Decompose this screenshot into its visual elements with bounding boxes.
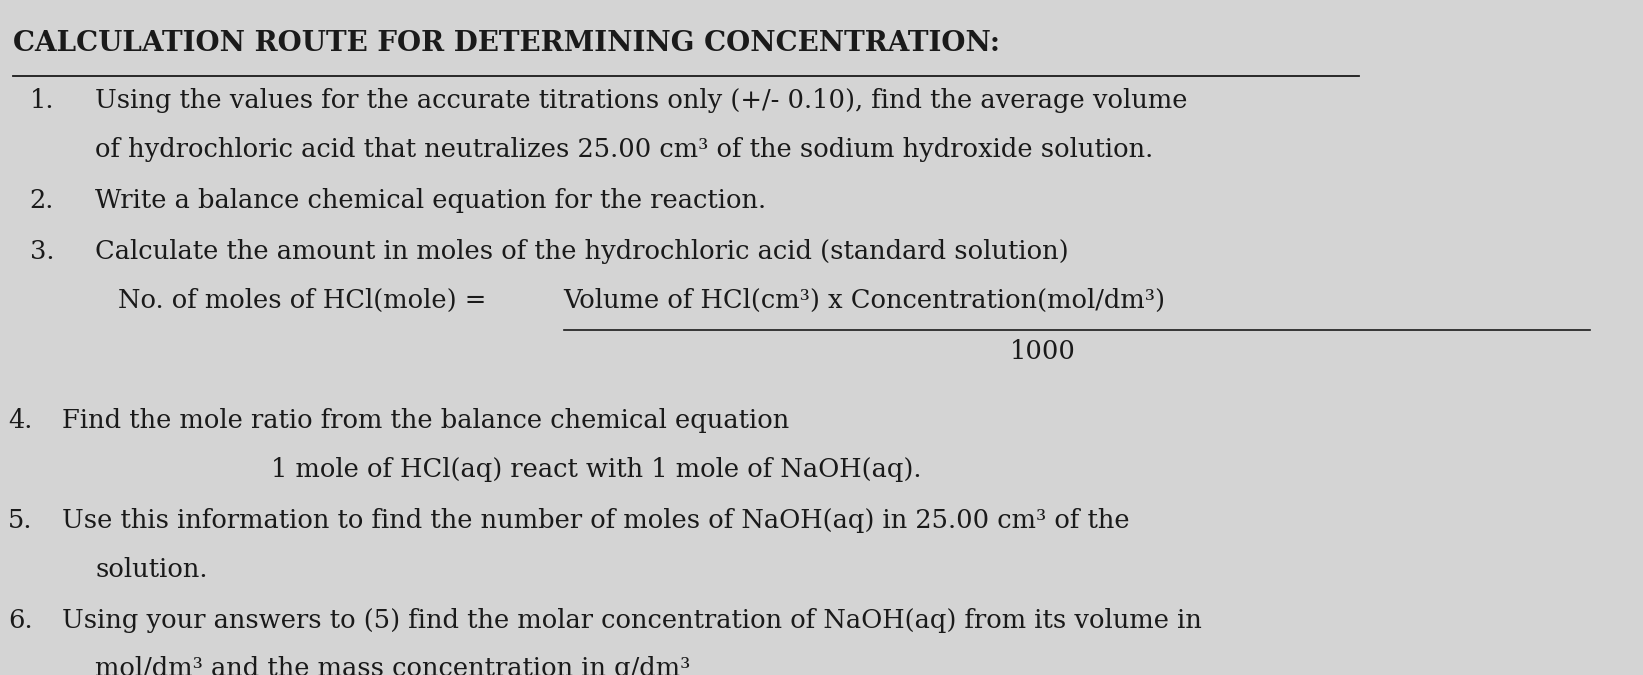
- Text: 1.: 1.: [30, 88, 54, 113]
- Text: 1 mole of HCl(aq) react with 1 mole of NaOH(aq).: 1 mole of HCl(aq) react with 1 mole of N…: [271, 457, 922, 482]
- Text: Find the mole ratio from the balance chemical equation: Find the mole ratio from the balance che…: [62, 408, 790, 433]
- Text: Calculate the amount in moles of the hydrochloric acid (standard solution): Calculate the amount in moles of the hyd…: [95, 239, 1070, 264]
- Text: mol/dm³ and the mass concentration in g/dm³: mol/dm³ and the mass concentration in g/…: [95, 656, 690, 675]
- Text: 6.: 6.: [8, 608, 33, 632]
- Text: 5.: 5.: [8, 508, 33, 533]
- Text: CALCULATION ROUTE FOR DETERMINING CONCENTRATION:: CALCULATION ROUTE FOR DETERMINING CONCEN…: [13, 30, 1001, 57]
- Text: 4.: 4.: [8, 408, 33, 433]
- Text: Using the values for the accurate titrations only (+/- 0.10), find the average v: Using the values for the accurate titrat…: [95, 88, 1188, 113]
- Text: 1000: 1000: [1010, 340, 1076, 364]
- Text: 3.: 3.: [30, 239, 54, 264]
- Text: Using your answers to (5) find the molar concentration of NaOH(aq) from its volu: Using your answers to (5) find the molar…: [62, 608, 1203, 632]
- Text: No. of moles of HCl(mole) =: No. of moles of HCl(mole) =: [118, 288, 495, 313]
- Text: 2.: 2.: [30, 188, 54, 213]
- Text: Write a balance chemical equation for the reaction.: Write a balance chemical equation for th…: [95, 188, 766, 213]
- Text: of hydrochloric acid that neutralizes 25.00 cm³ of the sodium hydroxide solution: of hydrochloric acid that neutralizes 25…: [95, 137, 1153, 162]
- Text: Use this information to find the number of moles of NaOH(aq) in 25.00 cm³ of the: Use this information to find the number …: [62, 508, 1130, 533]
- Text: Volume of HCl(cm³) x Concentration(mol/dm³): Volume of HCl(cm³) x Concentration(mol/d…: [564, 288, 1165, 313]
- Text: solution.: solution.: [95, 557, 207, 582]
